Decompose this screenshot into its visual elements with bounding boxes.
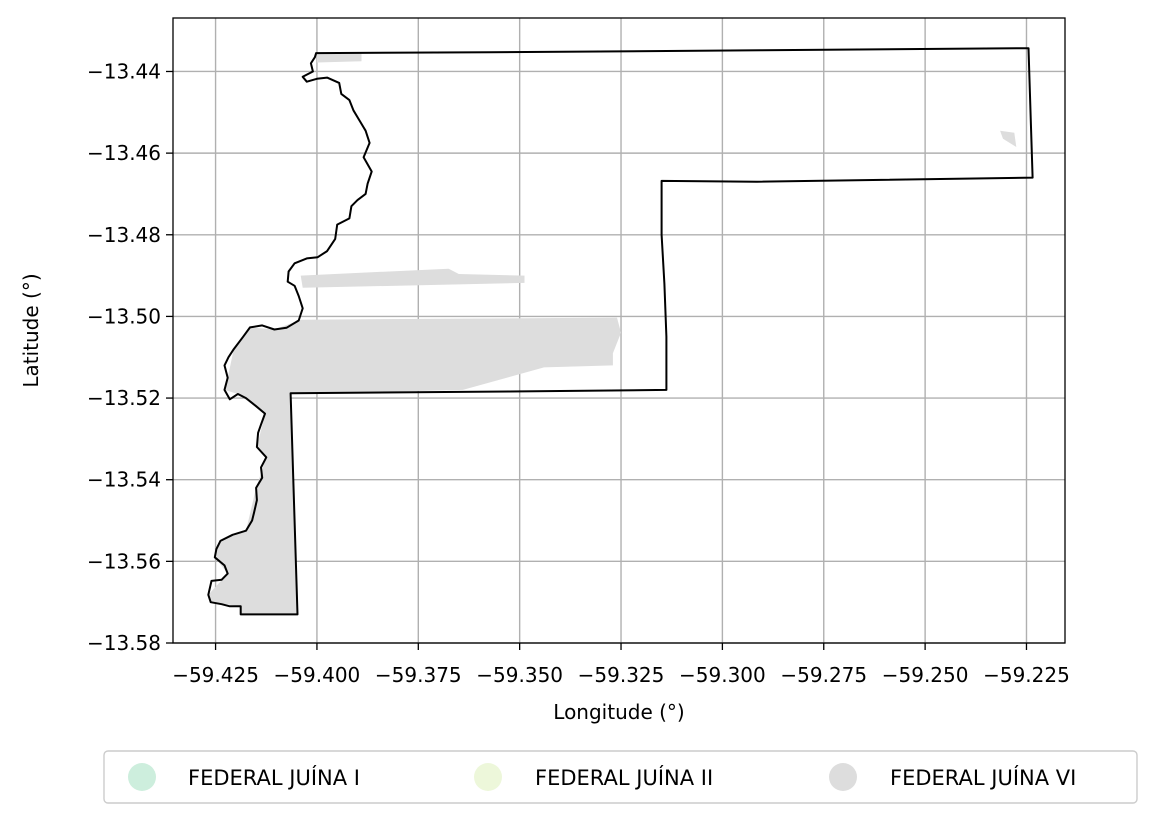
x-axis-label: Longitude (°): [553, 700, 684, 724]
y-tick-label: −13.56: [87, 549, 161, 573]
shaded-region: [301, 269, 525, 288]
legend-label: FEDERAL JUÍNA VI: [890, 765, 1076, 790]
x-tick-label: −59.400: [274, 663, 361, 687]
y-tick-label: −13.46: [87, 141, 161, 165]
y-tick-label: −13.50: [87, 304, 161, 328]
legend-marker: [128, 763, 156, 791]
y-tick-label: −13.52: [87, 386, 161, 410]
x-tick-label: −59.300: [679, 663, 766, 687]
shaded-region: [208, 318, 621, 615]
x-tick-label: −59.325: [578, 663, 665, 687]
legend-label: FEDERAL JUÍNA I: [188, 765, 360, 790]
x-tick-label: −59.375: [375, 663, 462, 687]
legend-marker: [829, 763, 857, 791]
x-tick-label: −59.225: [983, 663, 1070, 687]
y-tick-label: −13.54: [87, 468, 161, 492]
y-axis-label: Latitude (°): [19, 273, 43, 387]
y-tick-label: −13.58: [87, 631, 161, 655]
legend: FEDERAL JUÍNA I FEDERAL JUÍNA II FEDERAL J…: [104, 751, 1137, 803]
shaded-regions: [208, 54, 1016, 615]
x-tick-label: −59.350: [476, 663, 563, 687]
x-tick-label: −59.275: [780, 663, 867, 687]
y-tick-label: −13.48: [87, 223, 161, 247]
x-tick-label: −59.250: [882, 663, 969, 687]
x-tick-label: −59.425: [172, 663, 259, 687]
shaded-region: [1000, 131, 1016, 147]
y-tick-label: −13.44: [87, 59, 161, 83]
legend-label: FEDERAL JUÍNA II: [535, 765, 713, 790]
shaded-region: [317, 54, 362, 63]
legend-marker: [474, 763, 502, 791]
